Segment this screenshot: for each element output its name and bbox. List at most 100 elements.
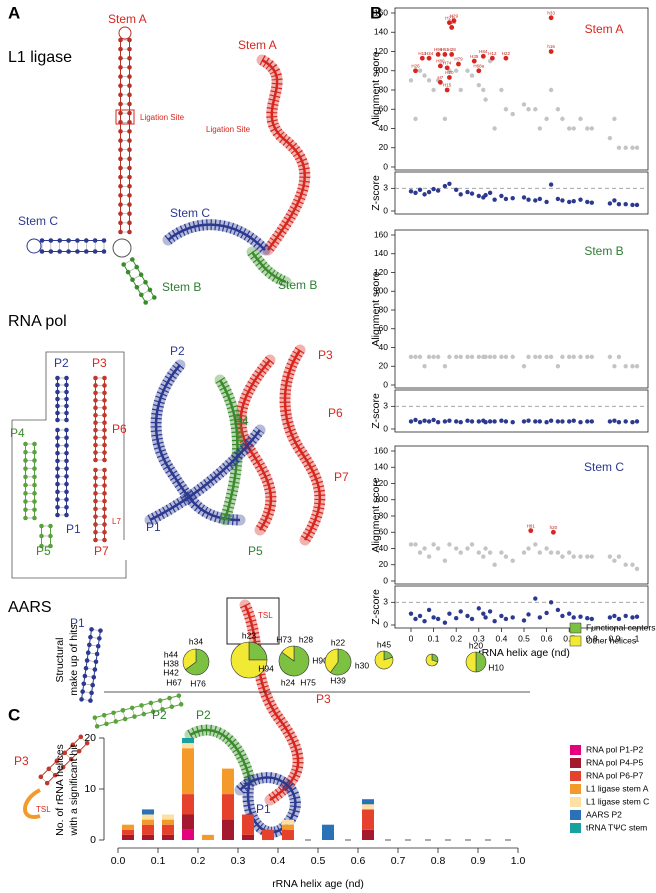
nucleotide (48, 523, 53, 529)
hit-label: H79 (454, 57, 463, 62)
legend-swatch (569, 622, 582, 634)
nucleotide (64, 403, 69, 409)
nucleotide (102, 514, 107, 519)
point (465, 68, 470, 73)
nucleotide (39, 249, 45, 254)
point (499, 354, 504, 360)
nucleotide (64, 375, 69, 381)
point (487, 190, 493, 196)
nucleotide (118, 74, 123, 79)
helix-label: P6 (112, 422, 127, 436)
point (585, 616, 590, 621)
nucleotide (48, 238, 54, 243)
point (458, 609, 463, 614)
y-axis-label: with a significant hit (68, 744, 80, 836)
nucleotide (32, 482, 37, 488)
bar-segment (182, 829, 194, 840)
nucleotide (76, 748, 82, 754)
nucleotide (55, 458, 60, 464)
point (413, 542, 418, 547)
point (487, 550, 493, 555)
point (447, 181, 452, 186)
nucleotide (64, 410, 69, 416)
y-tick-label: 160 (374, 445, 388, 455)
point (578, 354, 583, 360)
backbone (89, 630, 101, 701)
point (492, 619, 497, 624)
helix-label: H90 (312, 655, 328, 665)
point (408, 189, 414, 194)
nucleotide (132, 714, 137, 719)
point (458, 420, 463, 425)
nucleotide (93, 398, 98, 403)
point (431, 417, 436, 423)
hit-point (442, 51, 448, 57)
nucleotide (88, 698, 93, 703)
hit-point (528, 528, 534, 534)
nucleotide (101, 238, 107, 243)
point (537, 354, 543, 360)
helix-label: H67 (166, 677, 182, 687)
point (567, 611, 572, 616)
helix-label: h20 (469, 640, 483, 650)
nucleotide (32, 441, 37, 447)
nucleotide (127, 138, 132, 143)
hit-point (548, 49, 554, 54)
plot-frame (394, 445, 649, 585)
hit-label: H74 (443, 61, 452, 66)
nucleotide (83, 665, 89, 671)
point (589, 200, 594, 205)
point (447, 418, 452, 423)
nucleotide (93, 420, 98, 426)
hit-point (503, 55, 509, 61)
point (454, 68, 459, 73)
point (422, 546, 427, 551)
point (454, 187, 459, 193)
point (487, 419, 493, 424)
nucleotide (55, 427, 60, 433)
nucleotide (93, 390, 98, 396)
hit-label: H12 (488, 51, 497, 56)
hit-point (489, 55, 495, 61)
helix-label: h24 (281, 677, 295, 687)
point (422, 364, 427, 369)
point (483, 192, 488, 198)
helix-label: H75 (300, 677, 316, 687)
point (607, 354, 613, 360)
point (431, 186, 436, 192)
point (510, 420, 515, 425)
x-tick-label: 0.7 (391, 855, 406, 867)
point (465, 189, 470, 195)
nucleotide (48, 533, 53, 539)
nucleotide (75, 238, 80, 243)
x-tick-label: 0.8 (431, 855, 446, 867)
nucleotide (118, 46, 123, 52)
helix-label: P4 (10, 426, 25, 440)
plot-frame (394, 229, 649, 389)
legend-swatch (570, 745, 581, 755)
point (499, 418, 504, 423)
x-axis-label: rRNA helix age (nd) (272, 878, 364, 890)
bar-segment (182, 743, 194, 749)
panel-label: C (8, 705, 20, 724)
point (492, 197, 497, 202)
point (526, 546, 531, 551)
pie-slice (230, 641, 268, 679)
point (567, 126, 572, 131)
point (483, 354, 488, 360)
point (503, 419, 509, 424)
stem-label: Stem B (162, 280, 201, 294)
nucleotide (55, 389, 60, 395)
nucleotide (55, 504, 60, 510)
point (487, 609, 493, 614)
hit-point (476, 68, 482, 74)
nucleotide (102, 483, 107, 488)
y-tick-label: 0 (383, 379, 388, 389)
hit-label: H15 (443, 83, 452, 88)
y-tick-label: 10 (84, 783, 96, 795)
point (413, 354, 418, 360)
point (483, 97, 488, 102)
point (422, 73, 427, 78)
point (483, 546, 488, 551)
point (634, 419, 640, 424)
